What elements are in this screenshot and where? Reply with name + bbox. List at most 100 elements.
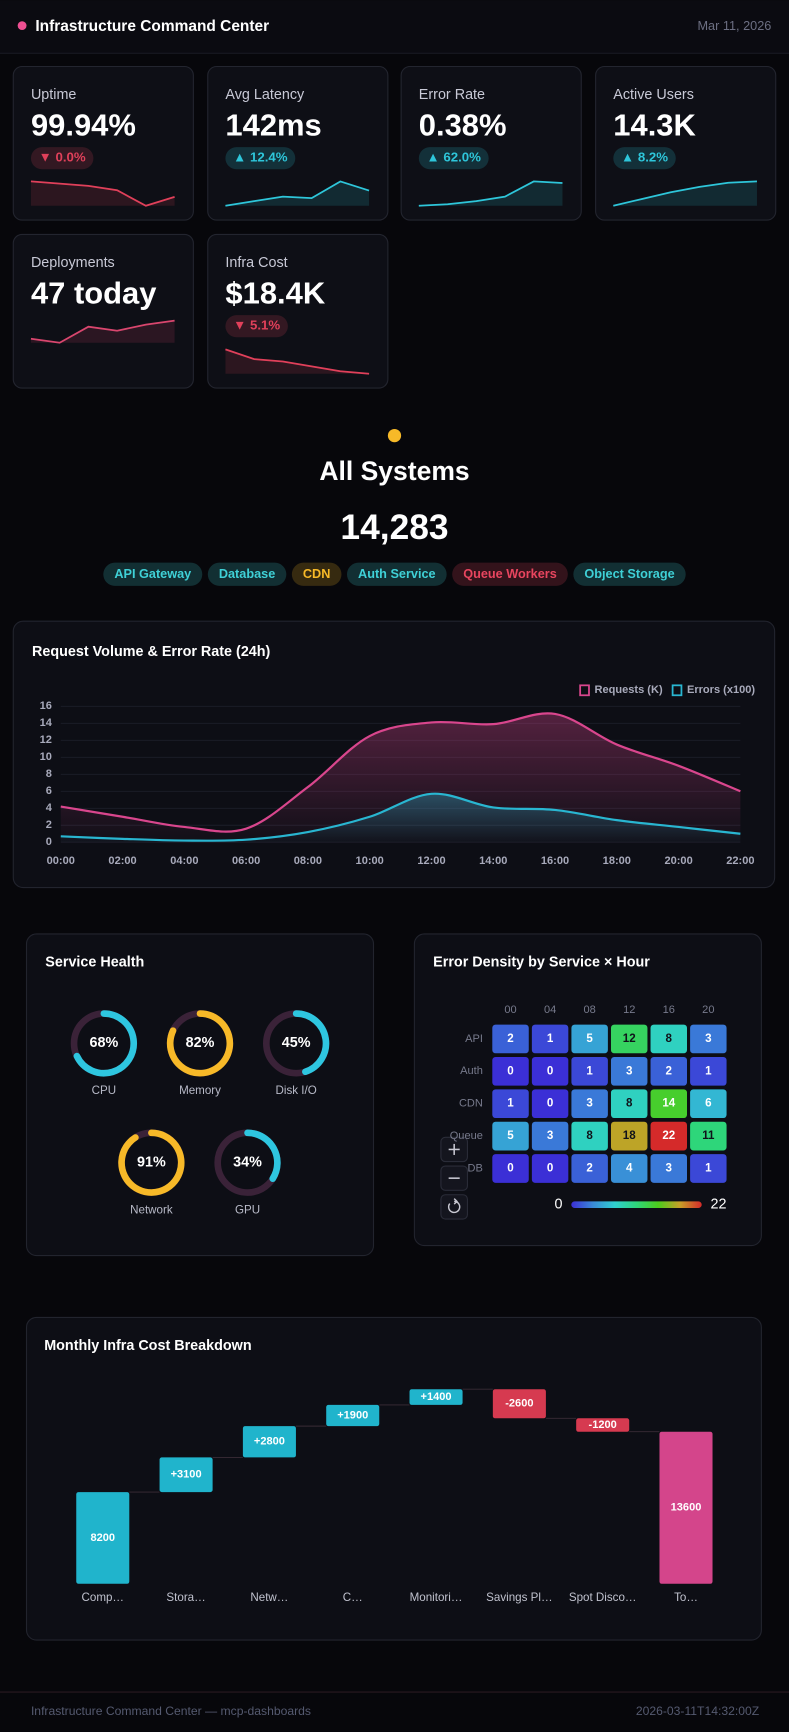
heatmap-cell-label: 2 (666, 1064, 672, 1077)
x-tick-label: 16:00 (541, 855, 569, 867)
heatmap-cell (531, 1154, 569, 1183)
waterfall-value-label: +2800 (254, 1436, 285, 1448)
service-pill-label: Object Storage (584, 567, 674, 581)
heatmap-cell (690, 1089, 727, 1119)
sparkline (613, 180, 757, 207)
y-tick-label: 6 (46, 785, 52, 797)
sparkline-area (418, 181, 563, 206)
kpi-value: $18.4K (225, 275, 325, 310)
x-tick-label: 12:00 (417, 855, 445, 867)
heatmap-cell-label: 2 (586, 1162, 592, 1175)
heatmap-cell (650, 1121, 688, 1151)
zoom-in-button[interactable] (440, 1136, 468, 1163)
legend-label: Errors (x100) (687, 684, 755, 696)
heatmap-cell (650, 1056, 688, 1086)
x-tick-label: To… (674, 1591, 698, 1604)
gauge-value: 91% (137, 1155, 166, 1171)
gauge-arc (244, 1129, 281, 1183)
service-pill-label: Auth Service (358, 567, 436, 581)
chart-title: Monthly Infra Cost Breakdown (44, 1338, 251, 1354)
kpi-label: Infra Cost (225, 255, 287, 271)
heatmap-cell-label: 1 (705, 1162, 712, 1175)
waterfall-value-label: +3100 (171, 1469, 202, 1481)
gauge-value: 82% (186, 1035, 215, 1051)
kpi-value: 142ms (225, 107, 321, 142)
service-pill-label: CDN (303, 567, 331, 581)
heatmap-cell-label: 6 (705, 1097, 712, 1110)
kpi-value: 99.94% (31, 107, 136, 142)
heatmap-col-label: 04 (544, 1004, 556, 1016)
gauge-value: 68% (89, 1035, 118, 1051)
heatmap-cell (492, 1121, 529, 1151)
kpi-label: Error Rate (419, 87, 485, 103)
zoom-out-button[interactable] (440, 1165, 468, 1191)
gauge-label: Disk I/O (276, 1084, 317, 1097)
waterfall-bar (76, 1492, 130, 1584)
series-area (60, 713, 741, 843)
heatmap-cell-label: 1 (547, 1032, 554, 1045)
gauge-arc (292, 1010, 330, 1076)
waterfall-value-label: -1200 (589, 1419, 617, 1431)
gauge-arc (73, 1010, 137, 1077)
color-scale-min: 0 (554, 1196, 562, 1212)
heatmap-cell-label: 3 (626, 1064, 633, 1077)
kpi-change-badge (418, 147, 489, 170)
color-scale (571, 1201, 702, 1209)
heatmap-cell (610, 1121, 648, 1151)
kpi-card (12, 65, 194, 221)
heatmap-cell (610, 1056, 648, 1086)
gauge-label: Memory (179, 1084, 221, 1097)
x-tick-label: 10:00 (356, 855, 384, 867)
waterfall-value-label: -2600 (505, 1398, 533, 1410)
service-pill (452, 562, 568, 586)
x-tick-label: Monitori… (410, 1591, 463, 1604)
sparkline (225, 348, 370, 375)
y-tick-label: 10 (40, 751, 52, 763)
x-tick-label: Comp… (82, 1591, 125, 1604)
status-title: All Systems (319, 456, 469, 486)
x-tick-label: C… (343, 1591, 363, 1604)
waterfall-bar (492, 1389, 546, 1419)
heatmap-cell-label: 0 (547, 1097, 553, 1110)
heatmap-cell-label: 3 (705, 1032, 712, 1045)
kpi-change: ▲ 62.0% (427, 150, 482, 165)
heatmap-cell-label: 0 (507, 1162, 513, 1175)
heatmap-cell-label: 0 (547, 1064, 553, 1077)
reset-button[interactable] (440, 1194, 468, 1220)
heatmap-cell (571, 1121, 608, 1151)
heatmap-cell-label: 1 (705, 1064, 712, 1077)
heatmap-row-label: Queue (450, 1130, 483, 1142)
heatmap-cell-label: 1 (507, 1097, 514, 1110)
sparkline-area (30, 181, 175, 206)
legend-swatch (671, 684, 683, 697)
series-line (60, 792, 741, 842)
heatmap-cell-label: 22 (662, 1129, 675, 1142)
x-tick-label: Spot Disco… (569, 1591, 637, 1604)
y-tick-label: 16 (40, 700, 52, 712)
kpi-label: Active Users (613, 87, 694, 103)
kpi-card (207, 233, 389, 389)
x-tick-label: 08:00 (294, 855, 322, 867)
footer-right: 2026-03-11T14:32:00Z (636, 1704, 760, 1718)
heatmap-cell (690, 1056, 727, 1086)
legend-swatch (579, 684, 590, 697)
heatmap-cell (610, 1154, 648, 1183)
heatmap-cell (492, 1154, 529, 1183)
x-tick-label: 20:00 (664, 855, 692, 867)
y-tick-label: 14 (40, 717, 53, 729)
y-tick-label: 4 (46, 802, 53, 814)
heatmap-cell (690, 1154, 727, 1183)
gauge-value: 45% (282, 1035, 311, 1051)
gauge-arc (118, 1129, 185, 1196)
x-tick-label: 02:00 (108, 855, 136, 867)
footer-left: Infrastructure Command Center — mcp-dash… (31, 1704, 311, 1718)
waterfall-value-label: +1900 (337, 1409, 368, 1421)
heatmap-cell-label: 8 (586, 1129, 593, 1142)
service-pill (346, 562, 447, 586)
kpi-label: Avg Latency (225, 87, 305, 103)
heatmap-cell-label: 8 (626, 1097, 633, 1110)
service-pill-label: Queue Workers (463, 567, 557, 581)
header-title: Infrastructure Command Center (35, 18, 269, 35)
heatmap-cell-label: 5 (586, 1032, 593, 1045)
heatmap-col-label: 00 (504, 1004, 516, 1016)
